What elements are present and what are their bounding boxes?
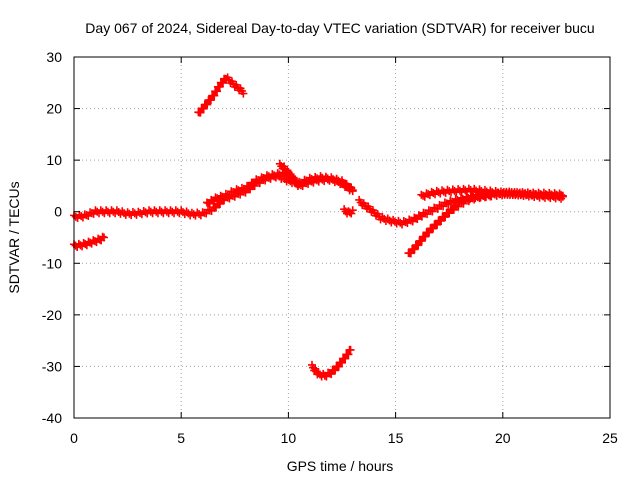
series-track-4 xyxy=(202,168,357,208)
chart-title: Day 067 of 2024, Sidereal Day-to-day VTE… xyxy=(85,20,594,36)
data-point xyxy=(338,358,346,367)
x-tick-label: 5 xyxy=(177,430,185,446)
x-tick-label: 15 xyxy=(388,430,404,446)
y-tick-label: -40 xyxy=(42,410,62,426)
series-track-6 xyxy=(307,345,355,381)
data-point xyxy=(446,196,455,205)
data-point xyxy=(86,208,95,217)
data-point xyxy=(421,232,430,241)
data-point xyxy=(199,104,208,113)
data-point xyxy=(558,192,567,201)
data-point xyxy=(252,175,261,184)
data-point xyxy=(80,210,89,219)
y-tick-label: -20 xyxy=(42,307,62,323)
data-point xyxy=(77,212,86,221)
series-track-1 xyxy=(70,170,357,223)
x-axis-label: GPS time / hours xyxy=(287,458,394,474)
y-tick-label: -30 xyxy=(42,358,62,374)
data-point xyxy=(257,173,266,182)
y-tick-label: 0 xyxy=(54,204,62,220)
data-point xyxy=(341,354,350,363)
series-track-3 xyxy=(194,73,248,117)
data-point xyxy=(210,91,219,100)
data-point xyxy=(300,178,309,187)
x-tick-label: 10 xyxy=(281,430,297,446)
y-tick-label: 20 xyxy=(46,101,62,117)
y-tick-label: 10 xyxy=(46,152,62,168)
data-point xyxy=(291,179,300,188)
data-point xyxy=(410,245,419,254)
data-point xyxy=(213,87,222,96)
series-track-5 xyxy=(275,159,301,188)
x-tick-label: 20 xyxy=(495,430,511,446)
data-point xyxy=(437,216,446,225)
data-point xyxy=(98,232,107,241)
data-point xyxy=(203,100,212,109)
axis-ticks: 0 5 10 15 20 25 -40 -30 -20 -10 0 10 20 30 xyxy=(42,49,618,446)
data-point xyxy=(557,191,566,200)
y-axis-label: SDTVAR / TECUs xyxy=(6,181,22,293)
data-point xyxy=(195,209,204,218)
data-point xyxy=(433,220,442,229)
data-point xyxy=(417,237,426,246)
data-point xyxy=(429,224,438,233)
data-point xyxy=(441,213,450,222)
y-tick-label: 30 xyxy=(46,49,62,65)
series-track-10 xyxy=(417,184,567,201)
data-point xyxy=(389,215,398,224)
series-track-2 xyxy=(70,232,109,251)
series-track-7 xyxy=(340,205,357,218)
x-tick-label: 0 xyxy=(70,430,78,446)
plot-frame xyxy=(73,56,611,419)
data-point xyxy=(114,208,123,217)
data-point xyxy=(206,96,215,105)
data-point xyxy=(292,177,301,186)
data-marks xyxy=(70,73,567,381)
data-point xyxy=(406,249,415,258)
data-point xyxy=(348,187,357,196)
data-point xyxy=(348,206,357,215)
data-point xyxy=(239,89,248,98)
data-point xyxy=(390,217,399,226)
data-point xyxy=(100,233,109,242)
data-point xyxy=(414,241,423,250)
data-point xyxy=(112,206,121,215)
data-point xyxy=(440,198,449,207)
x-tick-label: 25 xyxy=(602,430,618,446)
data-point xyxy=(425,228,434,237)
data-point xyxy=(346,345,355,354)
data-point xyxy=(118,207,127,216)
data-point xyxy=(344,350,353,359)
y-tick-label: -10 xyxy=(42,255,62,271)
